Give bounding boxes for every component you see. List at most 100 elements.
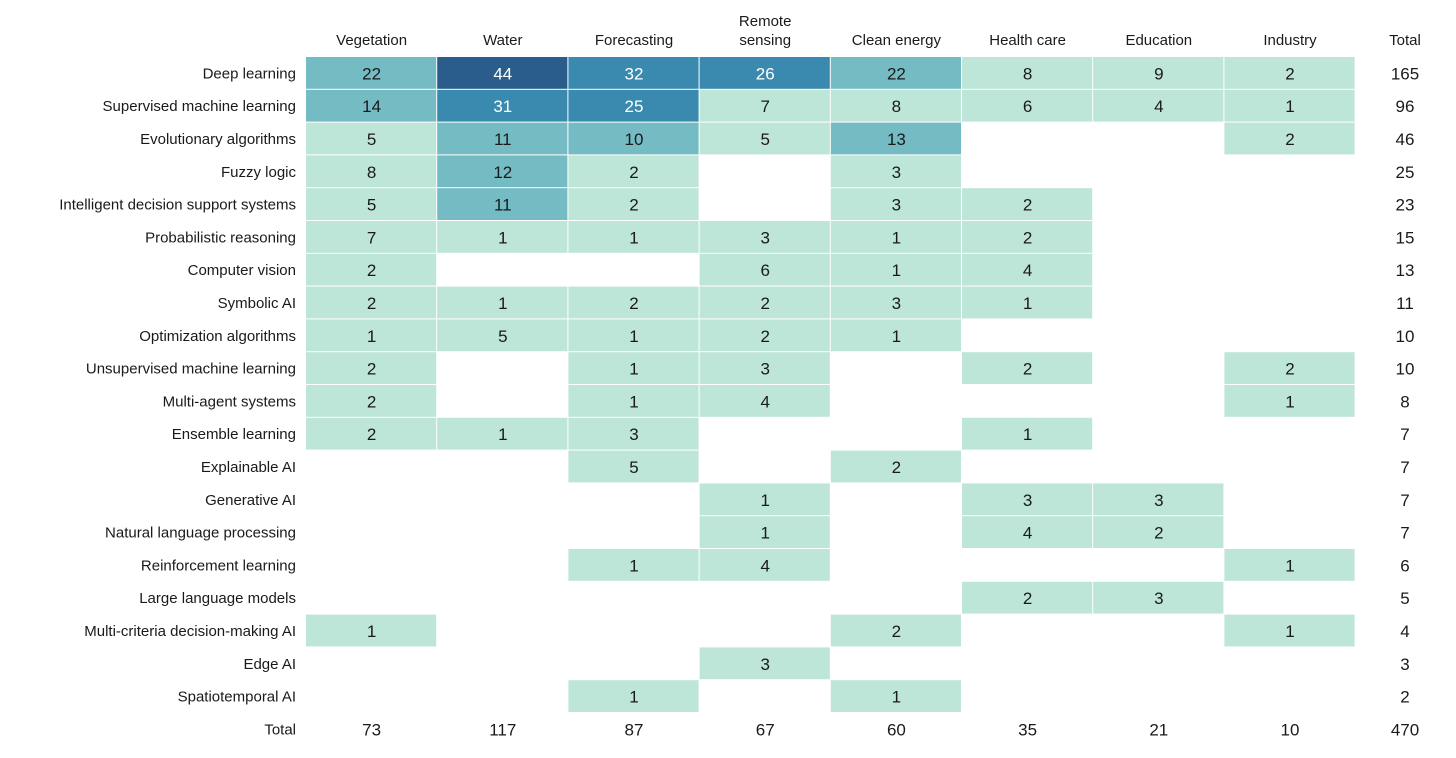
cell-value-label: 1: [892, 327, 901, 346]
cell-value-label: 4: [760, 392, 769, 411]
heatmap-cell: [699, 516, 830, 548]
row-label-unsupervised-machine-learning: Unsupervised machine learning: [86, 361, 296, 378]
heatmap-cell: [962, 221, 1093, 253]
heatmap-cell: [437, 57, 568, 89]
heatmap-cell: [830, 221, 961, 253]
cell-value-label: 6: [760, 261, 769, 280]
cell-value-label: 1: [1023, 294, 1032, 313]
cell-value-label: 5: [498, 327, 507, 346]
heatmap-cell: [306, 221, 437, 253]
column-header-health-care: Health care: [989, 32, 1066, 49]
cell-value-label: 4: [1023, 261, 1032, 280]
heatmap-cell: [437, 89, 568, 122]
heatmap-cell: [699, 122, 830, 155]
cell-value-label: 2: [1285, 64, 1294, 83]
heatmap-cell: [306, 253, 437, 286]
cell-value-label: 22: [887, 64, 906, 83]
heatmap-cell: [830, 188, 961, 220]
cell-value-label: 8: [1023, 64, 1032, 83]
heatmap-cell: [437, 286, 568, 319]
row-total-generative-ai: 7: [1400, 491, 1409, 510]
row-total-explainable-ai: 7: [1400, 458, 1409, 477]
heatmap-cell: [568, 680, 699, 712]
cell-value-label: 22: [362, 64, 381, 83]
row-label-supervised-machine-learning: Supervised machine learning: [103, 98, 296, 115]
heatmap-cell: [437, 417, 568, 450]
row-label-natural-language-processing: Natural language processing: [105, 525, 296, 542]
row-total-deep-learning: 165: [1391, 64, 1419, 83]
row-total-ensemble-learning: 7: [1400, 425, 1409, 444]
heatmap-cell: [437, 319, 568, 352]
heatmap-cell: [568, 319, 699, 352]
row-label-symbolic-ai: Symbolic AI: [218, 295, 296, 312]
heatmap-cell: [830, 89, 961, 122]
heatmap-cell: [699, 483, 830, 516]
heatmap-cell: [699, 253, 830, 286]
column-total-water: 117: [489, 720, 516, 739]
cell-value-label: 2: [1285, 130, 1294, 149]
cell-value-label: 1: [367, 622, 376, 641]
row-label-edge-ai: Edge AI: [243, 656, 296, 673]
column-header-clean-energy: Clean energy: [852, 32, 942, 49]
cell-value-label: 2: [760, 294, 769, 313]
cell-value-label: 1: [1285, 622, 1294, 641]
column-header-forecasting: Forecasting: [595, 32, 673, 49]
cell-value-label: 5: [367, 196, 376, 215]
cell-value-label: 1: [629, 392, 638, 411]
column-header-water: Water: [483, 32, 522, 49]
cell-value-label: 1: [760, 524, 769, 543]
cell-value-label: 3: [760, 360, 769, 379]
heatmap-cell: [1224, 385, 1355, 417]
cell-value-label: 3: [1023, 491, 1032, 510]
heatmap-cell: [962, 286, 1093, 319]
heatmap-cell: [1224, 614, 1355, 647]
cell-value-label: 9: [1154, 64, 1163, 83]
row-label-optimization-algorithms: Optimization algorithms: [139, 328, 296, 345]
heatmap-cell: [830, 450, 961, 483]
cell-value-label: 1: [892, 688, 901, 707]
heatmap-cell: [699, 221, 830, 253]
cell-value-label: 25: [625, 97, 644, 116]
cell-value-label: 1: [498, 425, 507, 444]
row-label-ensemble-learning: Ensemble learning: [172, 426, 296, 443]
row-total-spatiotemporal-ai: 2: [1400, 688, 1409, 707]
cell-value-label: 1: [498, 294, 507, 313]
heatmap-cell: [568, 221, 699, 253]
cell-value-label: 3: [760, 228, 769, 247]
heatmap-cell: [1224, 57, 1355, 89]
cell-value-label: 5: [367, 130, 376, 149]
row-label-total: Total: [264, 721, 296, 738]
row-label-deep-learning: Deep learning: [203, 65, 296, 82]
heatmap-cell: [962, 188, 1093, 220]
column-total-remote-sensing: 67: [756, 720, 775, 739]
column-total-vegetation: 73: [362, 720, 381, 739]
heatmap-cell: [568, 57, 699, 89]
row-total-evolutionary-algorithms: 46: [1396, 130, 1415, 149]
row-label-explainable-ai: Explainable AI: [201, 459, 296, 476]
heatmap-cell: [699, 286, 830, 319]
cell-value-label: 1: [1285, 392, 1294, 411]
heatmap-cell: [306, 385, 437, 417]
heatmap-cell: [437, 122, 568, 155]
heatmap-cell: [830, 122, 961, 155]
heatmap-cell: [568, 385, 699, 417]
cell-value-label: 1: [498, 228, 507, 247]
cell-value-label: 2: [1023, 196, 1032, 215]
heatmap-cell: [1093, 57, 1224, 89]
heatmap-cell: [1224, 352, 1355, 384]
cell-value-label: 5: [760, 130, 769, 149]
row-total-symbolic-ai: 11: [1396, 294, 1414, 313]
heatmap-cell: [437, 221, 568, 253]
heatmap-cell: [306, 57, 437, 89]
cell-value-label: 2: [892, 622, 901, 641]
row-label-multi-criteria-decision-making-ai: Multi-criteria decision-making AI: [84, 623, 296, 640]
heatmap-cell: [306, 614, 437, 647]
heatmap-cell: [962, 483, 1093, 516]
heatmap-cell: [1093, 89, 1224, 122]
column-total-health-care: 35: [1018, 720, 1037, 739]
row-total-multi-criteria-decision-making-ai: 4: [1400, 622, 1409, 641]
cell-value-label: 32: [625, 64, 644, 83]
cell-value-label: 1: [1285, 97, 1294, 116]
row-label-intelligent-decision-support-systems: Intelligent decision support systems: [59, 197, 296, 214]
